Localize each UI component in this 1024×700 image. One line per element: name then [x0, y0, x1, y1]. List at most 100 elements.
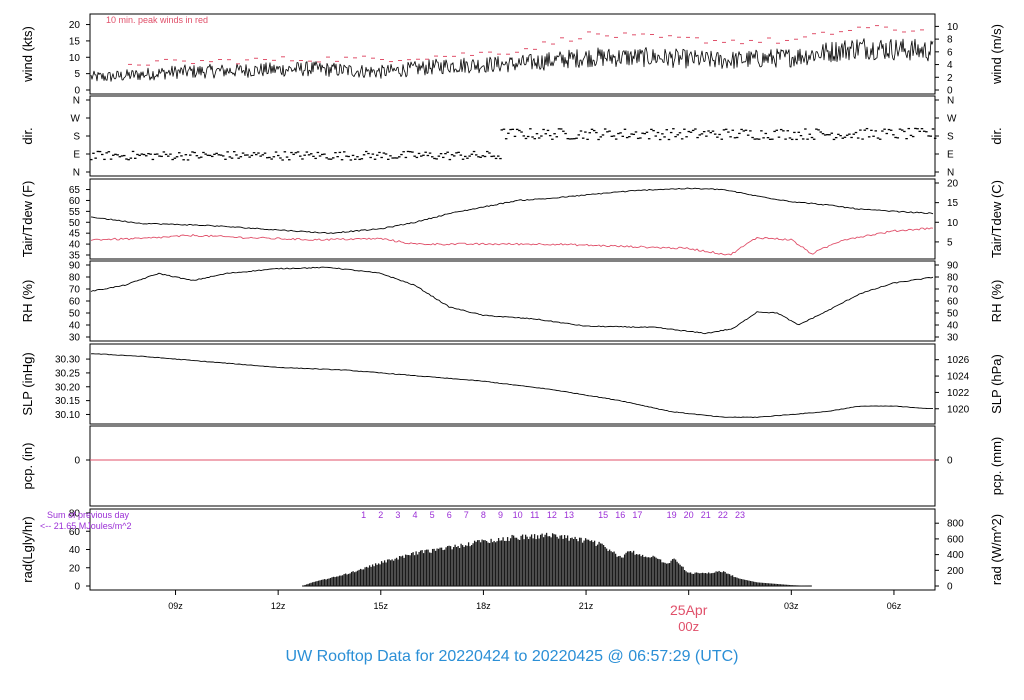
slp-right-tick-label: 1020	[947, 404, 970, 415]
rad-left-tick-label: 80	[69, 509, 81, 520]
rad-hour-mark: 15	[598, 510, 608, 520]
slp-panel-frame	[89, 343, 936, 425]
rh-left-tick-label: 90	[69, 261, 81, 272]
rh-line	[90, 266, 934, 335]
slp-left-tick-label: 30.20	[55, 382, 80, 393]
wind-right-tick-label: 10	[947, 22, 959, 33]
temp-left-tick-label: 65	[69, 185, 81, 196]
slp-right-tick-label: 1026	[947, 355, 970, 366]
rh-right-tick-label: 50	[947, 309, 959, 320]
rad-hour-mark: 12	[547, 510, 557, 520]
rad-right-tick-label: 600	[947, 534, 964, 545]
wind-peak-note: 10 min. peak winds in red	[106, 15, 208, 25]
dir-panel-frame	[89, 95, 936, 177]
wind-right-tick-label: 2	[947, 73, 953, 84]
rad-hour-mark: 21	[701, 510, 711, 520]
dir-right-tick-label: W	[947, 114, 957, 125]
rh-right-tick-label: 40	[947, 321, 959, 332]
rh-right-tick-label: 30	[947, 333, 959, 344]
dir-right-tick-label: S	[947, 132, 954, 143]
rh-right-tick-label: 70	[947, 285, 959, 296]
rad-sum-note: Sum of previous day	[47, 510, 130, 520]
rh-left-tick-label: 60	[69, 297, 81, 308]
x-tick-label: 15z	[374, 601, 389, 611]
rad-hour-mark: 1	[361, 510, 366, 520]
rad-sum-value: <-- 21.65 MJoules/m^2	[40, 521, 132, 531]
rad-hour-mark: 16	[615, 510, 625, 520]
pcp-ylabel-right: pcp. (mm)	[989, 437, 1004, 496]
dir-right-tick-label: E	[947, 150, 954, 161]
rh-left-tick-label: 50	[69, 309, 81, 320]
pcp-panel-frame	[89, 425, 936, 507]
chart-title: UW Rooftop Data for 20220424 to 20220425…	[285, 648, 739, 665]
rad-right-tick-label: 0	[947, 582, 953, 593]
rad-hour-mark: 8	[481, 510, 486, 520]
slp-line	[90, 353, 933, 418]
dir-left-tick-label: W	[71, 114, 81, 125]
pcp-ylabel-left: pcp. (in)	[20, 443, 35, 490]
rad-left-tick-label: 40	[69, 545, 81, 556]
rh-left-tick-label: 40	[69, 321, 81, 332]
temp-left-tick-label: 45	[69, 229, 81, 240]
x-tick-label: 09z	[168, 601, 183, 611]
rad-hour-mark: 13	[564, 510, 574, 520]
rad-right-tick-label: 200	[947, 566, 964, 577]
rad-ylabel-right: rad (W/m^2)	[989, 514, 1004, 585]
temp-left-tick-label: 35	[69, 251, 81, 262]
x-tick-label: 18z	[476, 601, 491, 611]
rh-left-tick-label: 70	[69, 285, 81, 296]
rad-ylabel-left: rad(Lgly/hr)	[20, 516, 35, 582]
temp-panel-frame	[89, 178, 936, 260]
temp-ylabel-left: Tair/Tdew (F)	[20, 181, 35, 258]
wind-left-tick-label: 15	[69, 36, 81, 47]
wind-left-tick-label: 0	[74, 86, 80, 97]
rad-hour-mark: 6	[447, 510, 452, 520]
rad-hour-mark: 23	[735, 510, 745, 520]
x-tick-label: 21z	[579, 601, 594, 611]
wind-left-tick-label: 10	[69, 53, 81, 64]
pcp-left-tick-label: 0	[74, 456, 80, 467]
rh-ylabel-left: RH (%)	[20, 280, 35, 323]
dir-ylabel-right: dir.	[989, 127, 1004, 144]
slp-left-tick-label: 30.15	[55, 396, 80, 407]
wind-right-tick-label: 8	[947, 35, 953, 46]
rad-left-tick-label: 0	[74, 582, 80, 593]
wind-ylabel-right: wind (m/s)	[989, 24, 1004, 85]
wind-left-tick-label: 5	[74, 69, 80, 80]
rh-panel-frame	[89, 260, 936, 342]
wind-right-tick-label: 4	[947, 60, 953, 71]
date-marker-day: 25Apr	[670, 602, 708, 618]
wind-right-tick-label: 0	[947, 86, 953, 97]
rh-left-tick-label: 80	[69, 273, 81, 284]
rad-hour-mark: 9	[498, 510, 503, 520]
temp-right-tick-label: 15	[947, 198, 959, 209]
slp-left-tick-label: 30.25	[55, 368, 80, 379]
temp-ylabel-right: Tair/Tdew (C)	[989, 180, 1004, 258]
slp-left-tick-label: 30.30	[55, 355, 80, 366]
dir-ylabel-left: dir.	[20, 127, 35, 144]
x-tick-label: 03z	[784, 601, 799, 611]
rad-hour-mark: 3	[395, 510, 400, 520]
dir-right-tick-label: N	[947, 168, 954, 179]
rh-left-tick-label: 30	[69, 333, 81, 344]
rad-hour-mark: 11	[530, 510, 539, 520]
slp-left-tick-label: 30.10	[55, 410, 80, 421]
rad-hour-mark: 20	[684, 510, 694, 520]
dir-left-tick-label: S	[73, 132, 80, 143]
x-tick-label: 12z	[271, 601, 286, 611]
rad-hour-mark: 4	[412, 510, 417, 520]
rad-hour-mark: 17	[632, 510, 642, 520]
rad-hour-mark: 19	[667, 510, 677, 520]
dir-left-tick-label: N	[73, 168, 80, 179]
wind-right-tick-label: 6	[947, 47, 953, 58]
rad-hour-mark: 22	[718, 510, 728, 520]
rad-right-tick-label: 400	[947, 550, 964, 561]
pcp-right-tick-label: 0	[947, 456, 953, 467]
air-temp-line	[90, 187, 934, 234]
rh-right-tick-label: 80	[947, 273, 959, 284]
dir-right-tick-label: N	[947, 96, 954, 107]
wind-speed-line	[90, 38, 934, 82]
rad-hour-mark: 2	[378, 510, 383, 520]
slp-ylabel-right: SLP (hPa)	[989, 354, 1004, 414]
